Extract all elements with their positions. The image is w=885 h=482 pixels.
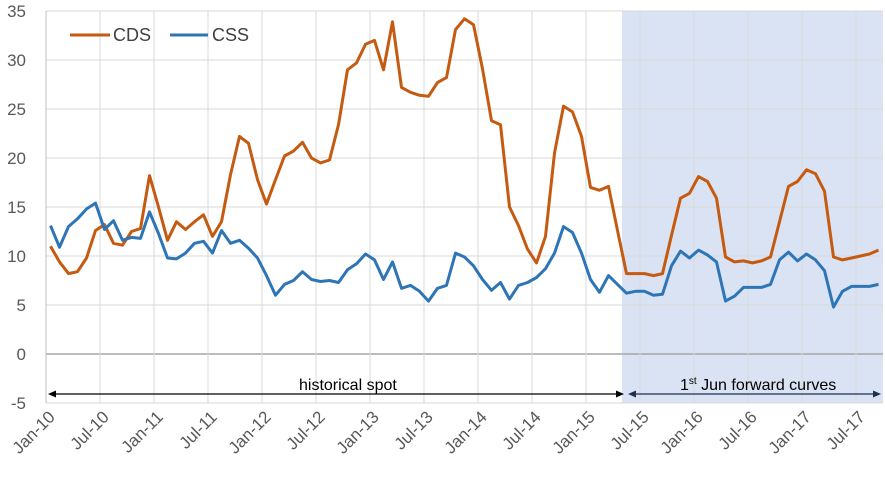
x-tick-label: Jan-12 (225, 407, 275, 457)
arrow-left-icon (48, 390, 56, 398)
y-tick-label: 5 (17, 296, 26, 315)
x-tick-label: Jul-13 (391, 407, 437, 453)
x-tick-label: Jul-14 (499, 407, 545, 453)
arrow-right-icon (616, 390, 624, 398)
x-tick-label: Jan-11 (118, 407, 167, 456)
y-tick-label: 15 (7, 198, 26, 217)
y-tick-label: 10 (7, 247, 26, 266)
legend-cds-label: CDS (113, 25, 151, 45)
y-tick-label: 25 (7, 100, 26, 119)
legend: CDS CSS (70, 25, 249, 45)
y-tick-label: -5 (11, 394, 26, 413)
x-tick-label: Jan-13 (333, 407, 383, 457)
historical-annotation: historical spot (48, 377, 624, 398)
series-cds-line (49, 17, 880, 278)
x-tick-label: Jul-12 (283, 407, 329, 453)
y-tick-label: 30 (7, 51, 26, 70)
x-tick-label: Jul-16 (715, 407, 761, 453)
y-axis-ticks: 35 30 25 20 15 10 5 0 -5 (7, 2, 26, 413)
arrow-left-icon (628, 390, 636, 398)
legend-css-label: CSS (212, 25, 249, 45)
x-tick-label: Jan-15 (549, 407, 599, 457)
x-tick-label: Jul-10 (67, 407, 113, 453)
x-tick-label: Jan-16 (657, 407, 707, 457)
historical-spot-label: historical spot (299, 377, 397, 394)
y-tick-label: 0 (17, 345, 26, 364)
grid-lines (45, 10, 883, 404)
arrow-right-icon (873, 390, 881, 398)
series-css-line (49, 201, 879, 309)
x-tick-label: Jan-17 (765, 407, 815, 457)
x-tick-label: Jan-14 (441, 407, 491, 457)
forward-annotation: 1st Jun forward curves (628, 376, 881, 398)
forward-curves-label: 1st Jun forward curves (680, 376, 836, 394)
y-tick-label: 20 (7, 149, 26, 168)
x-tick-label: Jul-17 (823, 407, 869, 453)
x-tick-label: Jan-10 (9, 407, 59, 457)
x-tick-label: Jul-15 (607, 407, 653, 453)
y-tick-label: 35 (7, 2, 26, 21)
x-tick-label: Jul-11 (176, 407, 221, 452)
x-axis-ticks: Jan-10 Jul-10 Jan-11 Jul-11 Jan-12 Jul-12 Jan-… (9, 407, 869, 457)
